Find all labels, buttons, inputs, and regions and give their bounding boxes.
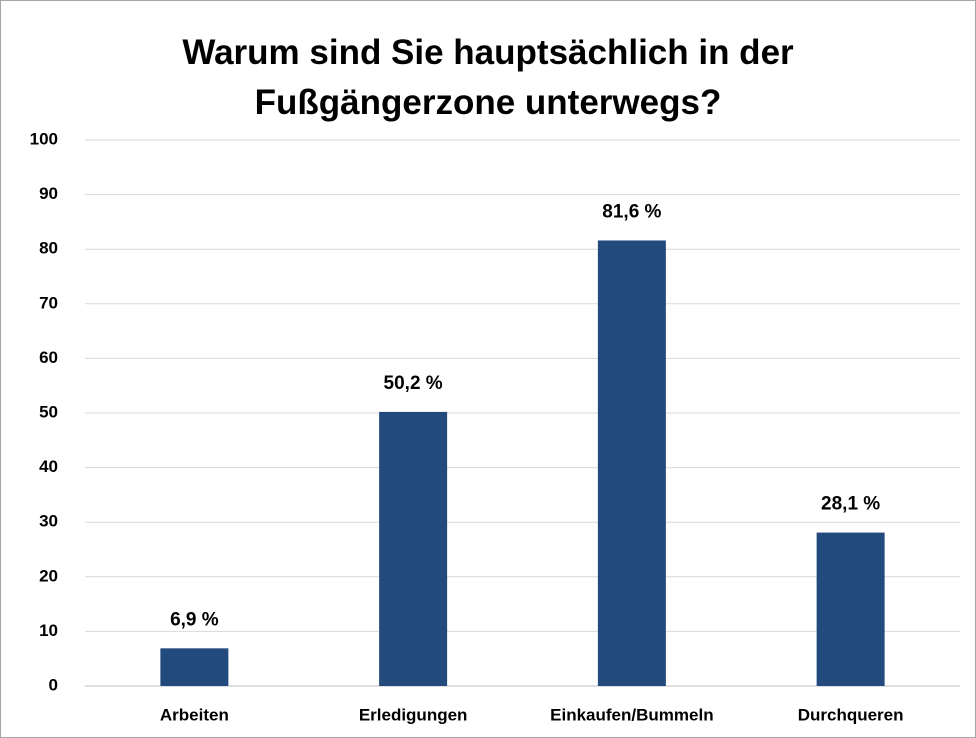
- x-tick-label: Einkaufen/Bummeln: [550, 705, 713, 724]
- bar: [160, 648, 229, 686]
- chart-title: Warum sind Sie hauptsächlich in der Fußg…: [182, 33, 794, 122]
- x-tick-label: Arbeiten: [160, 705, 229, 724]
- value-label: 50,2 %: [384, 373, 443, 394]
- y-tick-label: 30: [39, 512, 58, 531]
- y-tick-label: 80: [39, 239, 58, 258]
- y-tick-label: 0: [49, 675, 58, 694]
- y-tick-label: 90: [39, 184, 58, 203]
- y-tick-label: 50: [39, 402, 58, 421]
- y-tick-label: 100: [30, 129, 58, 148]
- bar: [597, 240, 666, 687]
- value-label: 81,6 %: [602, 201, 661, 222]
- y-tick-label: 40: [39, 457, 58, 476]
- y-tick-label: 70: [39, 293, 58, 312]
- y-tick-label: 10: [39, 621, 58, 640]
- x-tick-label: Erledigungen: [359, 705, 468, 724]
- y-tick-label: 20: [39, 566, 58, 585]
- value-label: 28,1 %: [821, 494, 880, 515]
- bar: [379, 411, 448, 686]
- value-label: 6,9 %: [170, 609, 219, 630]
- x-tick-label: Durchqueren: [798, 705, 904, 724]
- y-tick-label: 60: [39, 348, 58, 367]
- bar: [816, 532, 885, 686]
